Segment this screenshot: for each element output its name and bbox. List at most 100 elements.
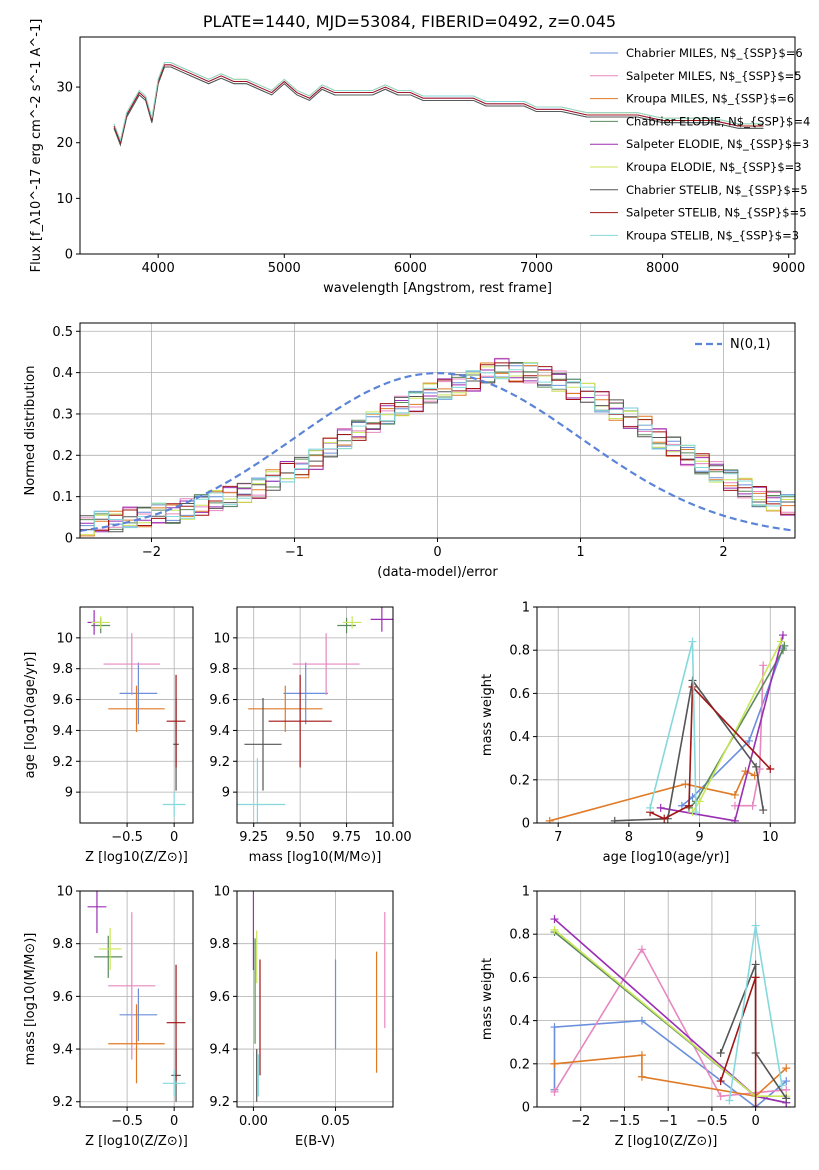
weight-marker: [550, 1087, 559, 1096]
weight-marker: [684, 801, 693, 810]
y-tick-label: 9.6: [209, 990, 230, 1005]
weight-line-1: [553, 947, 787, 1098]
x-tick-label: 9000: [772, 261, 805, 276]
weight-marker: [646, 803, 655, 812]
y-axis-label: Flux [f_λ10^-17 erg cm^-2 s^-1 A^-1]: [29, 19, 44, 273]
y-axis-label: mass weight: [480, 674, 495, 756]
y-tick-label: 9.4: [52, 724, 73, 739]
x-tick-label: −1: [285, 545, 304, 560]
x-axis-label: mass [log10(M/M⊙)]: [249, 850, 382, 865]
y-axis-label: Normed distribution: [23, 366, 38, 496]
x-tick-label: −1.5: [609, 1114, 641, 1129]
weight-marker: [692, 808, 701, 817]
x-tick-label: 8: [625, 830, 633, 845]
weight-marker: [748, 801, 757, 810]
weight-line-4: [660, 634, 784, 822]
y-tick-label: 0.2: [509, 1057, 530, 1072]
y-tick-label: 9.4: [209, 724, 230, 739]
legend-label-6: Chabrier STELIB, N$_{SSP}$=5: [626, 183, 808, 197]
weight-marker: [745, 736, 754, 745]
weight-marker: [777, 1081, 786, 1090]
legend-label-3: Chabrier ELODIE, N$_{SSP}$=4: [626, 114, 810, 128]
spectrum-line-6: [113, 66, 764, 147]
y-tick-label: 0: [522, 817, 530, 832]
weight-marker: [677, 801, 686, 810]
x-tick-label: 6000: [394, 261, 427, 276]
y-tick-label: 0.4: [509, 1014, 530, 1029]
spectrum-line-8: [113, 62, 764, 143]
weight-marker: [716, 1049, 725, 1057]
y-tick-label: 0: [522, 1101, 530, 1116]
y-tick-label: 0.4: [52, 366, 73, 381]
axes-frame: [79, 36, 796, 255]
spectrum-line-7: [113, 64, 764, 145]
y-tick-label: 0.6: [509, 971, 530, 986]
x-tick-label: 1: [576, 545, 584, 560]
plot-area: [545, 631, 789, 823]
legend-label-7: Salpeter STELIB, N$_{SSP}$=5: [626, 206, 807, 220]
plot-area: [87, 891, 186, 1102]
y-tick-label: 0.8: [509, 928, 530, 943]
weight-marker: [759, 806, 768, 815]
weight-marker: [688, 637, 697, 646]
y-tick-label: 0.8: [509, 644, 530, 659]
axes-frame: [236, 890, 394, 1108]
x-tick-label: −0.5: [696, 1114, 728, 1129]
x-tick-label: 10.00: [374, 830, 411, 845]
y-tick-label: 9.8: [209, 937, 230, 952]
legend-label-5: Kroupa ELODIE, N$_{SSP}$=3: [626, 160, 802, 174]
weight-marker: [778, 646, 787, 655]
x-axis-label: wavelength [Angstrom, rest frame]: [323, 281, 552, 296]
x-tick-label: 0: [170, 1114, 178, 1129]
y-tick-label: 0.3: [52, 407, 73, 422]
weight-marker: [782, 1064, 791, 1073]
weight-marker: [751, 1103, 760, 1107]
weight-marker: [695, 797, 704, 806]
x-tick-label: 9.50: [286, 830, 315, 845]
panel-weight-vs-age: 7 8 9 10 0 0.2 0.4 0.6 0.8 1 age [log10(age/yr)] ma…: [480, 601, 796, 865]
weight-marker: [782, 1094, 791, 1103]
y-tick-label: 10: [56, 885, 73, 900]
y-tick-label: 0.1: [52, 490, 73, 505]
y-tick-label: 9.8: [52, 662, 73, 677]
axes-frame: [79, 890, 194, 1108]
x-tick-label: 7000: [520, 261, 553, 276]
panel-weight-vs-Z: −2 −1.5 −1 −0.5 0 0 0.2 0.4 0.6 0.8 1 Z [log10(Z/Z⊙…: [480, 885, 796, 1149]
plot-area: [80, 357, 795, 537]
weight-marker: [778, 631, 787, 640]
weight-marker: [550, 925, 559, 934]
x-tick-label: −0.5: [111, 1114, 143, 1129]
axes-frame: [536, 606, 796, 824]
y-tick-label: 9.2: [52, 1095, 73, 1110]
y-tick-label: 9.4: [209, 1043, 230, 1058]
weight-marker: [681, 780, 690, 789]
y-tick-label: 10: [213, 885, 230, 900]
x-tick-label: 4000: [142, 261, 175, 276]
x-tick-label: 0: [170, 830, 178, 845]
weight-line-5: [691, 641, 782, 813]
y-axis-label: age [log10(age/yr)]: [23, 652, 38, 779]
y-axis-label: mass weight: [480, 958, 495, 1040]
weight-marker: [550, 1059, 559, 1068]
axes-frame: [536, 890, 796, 1108]
x-tick-label: 2: [719, 545, 727, 560]
x-tick-label: 9: [695, 830, 703, 845]
x-tick-label: 5000: [268, 261, 301, 276]
legend-label-0: Chabrier MILES, N$_{SSP}$=6: [626, 46, 803, 60]
legend-label-normal: N(0,1): [730, 337, 771, 352]
weight-marker: [780, 641, 789, 650]
weight-marker: [782, 1077, 791, 1086]
y-tick-label: 0.2: [52, 449, 73, 464]
y-tick-label: 9.8: [52, 937, 73, 952]
x-axis-label: E(B-V): [295, 1134, 335, 1149]
panel-mass-vs-ebv: 0.00 0.05 9.2 9.4 9.6 9.8 10 E(B-V): [209, 885, 394, 1149]
weight-marker: [637, 945, 646, 954]
y-tick-label: 9.4: [52, 1043, 73, 1058]
plot-area: [87, 610, 186, 817]
y-tick-label: 9.6: [52, 693, 73, 708]
weight-line-0: [681, 647, 784, 807]
y-tick-label: 0: [65, 248, 73, 263]
y-tick-label: 0.5: [52, 325, 73, 340]
x-tick-label: −2: [142, 545, 161, 560]
weight-marker: [751, 921, 760, 930]
